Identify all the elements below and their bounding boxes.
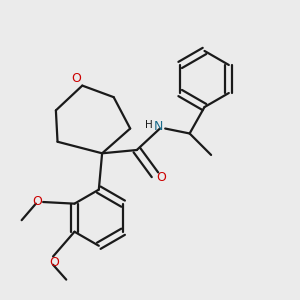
Text: O: O bbox=[157, 171, 166, 184]
Text: O: O bbox=[49, 256, 58, 269]
Text: O: O bbox=[32, 194, 42, 208]
Text: O: O bbox=[71, 73, 81, 85]
Text: N: N bbox=[154, 120, 163, 134]
Text: H: H bbox=[146, 120, 153, 130]
